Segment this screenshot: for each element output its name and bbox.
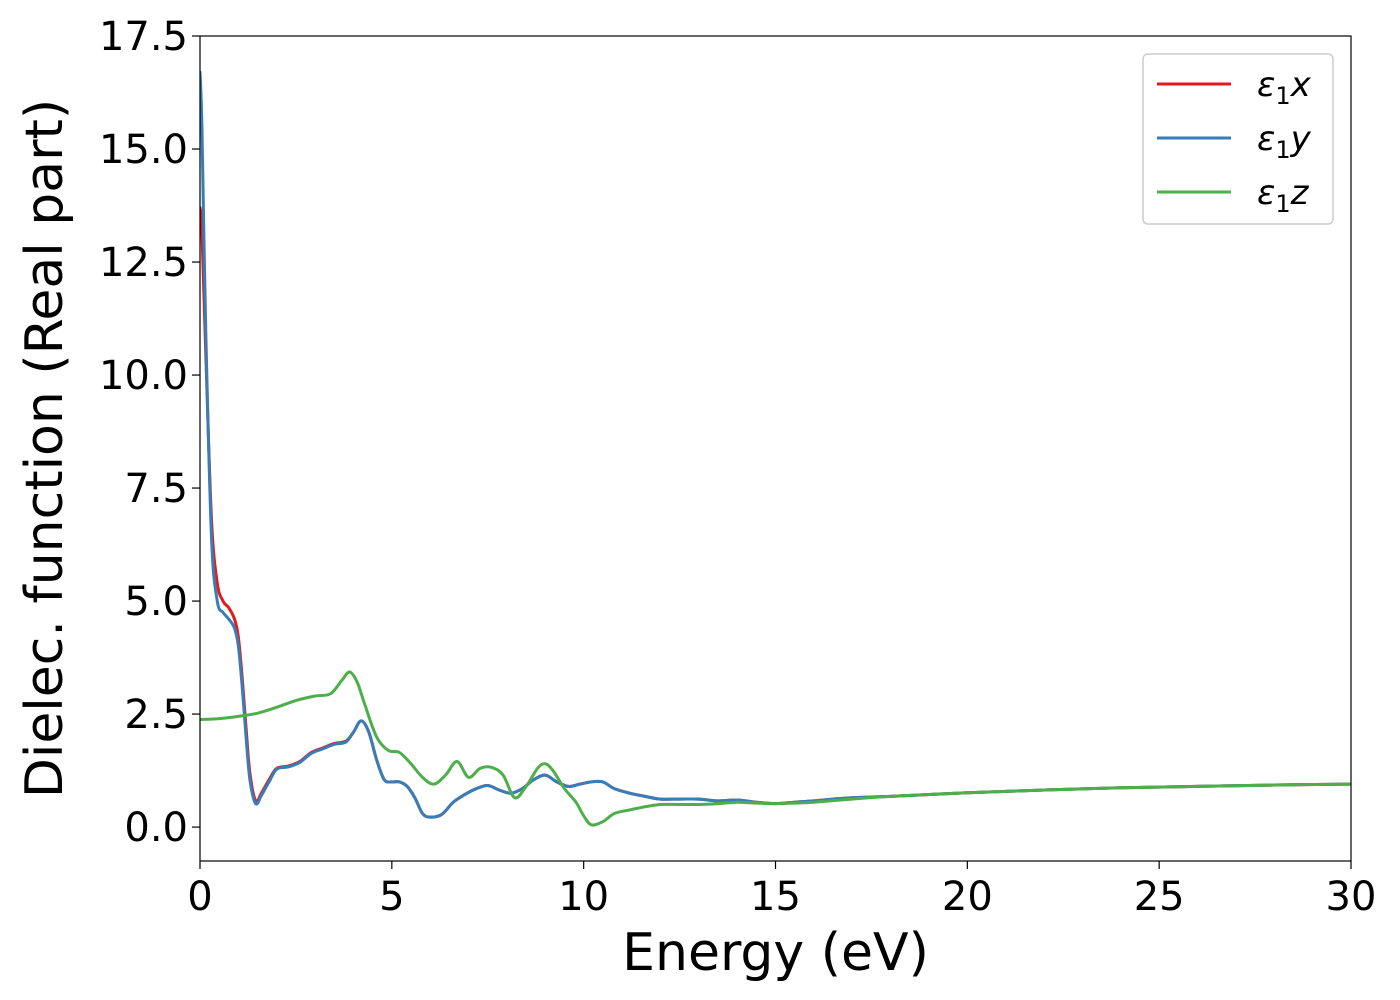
y-axis-label: Dielec. function (Real part) [15, 99, 75, 798]
y-tick-label: 15.0 [99, 127, 188, 173]
legend-label-x: ε1x [1257, 65, 1312, 110]
legend: ε1x ε1y ε1z [1142, 53, 1334, 225]
y-tick-label: 10.0 [99, 353, 188, 399]
legend-label-y: ε1y [1257, 119, 1312, 164]
ticks-layer: 0 5 10 15 20 25 30 0.0 2.5 5.0 7.5 10.0 12.5 15.0 17.5 [99, 14, 1377, 920]
y-tick-label: 2.5 [124, 692, 188, 738]
x-tick-label: 5 [379, 874, 404, 920]
x-tick-label: 0 [187, 874, 212, 920]
y-tick-label: 12.5 [99, 240, 188, 286]
y-tick-label: 7.5 [124, 466, 188, 512]
x-axis-label: Energy (eV) [622, 923, 929, 983]
y-tick-label: 0.0 [124, 805, 188, 851]
series-layer [200, 70, 1351, 827]
series-line-z [200, 670, 1351, 827]
x-tick-label: 20 [942, 874, 993, 920]
x-tick-label: 10 [558, 874, 609, 920]
y-tick-label: 5.0 [124, 579, 188, 625]
x-tick-label: 30 [1326, 874, 1377, 920]
y-tick-label: 17.5 [99, 14, 188, 60]
legend-box [1142, 53, 1334, 225]
x-tick-label: 25 [1134, 874, 1185, 920]
legend-label-z: ε1z [1257, 173, 1310, 218]
x-tick-label: 15 [750, 874, 801, 920]
